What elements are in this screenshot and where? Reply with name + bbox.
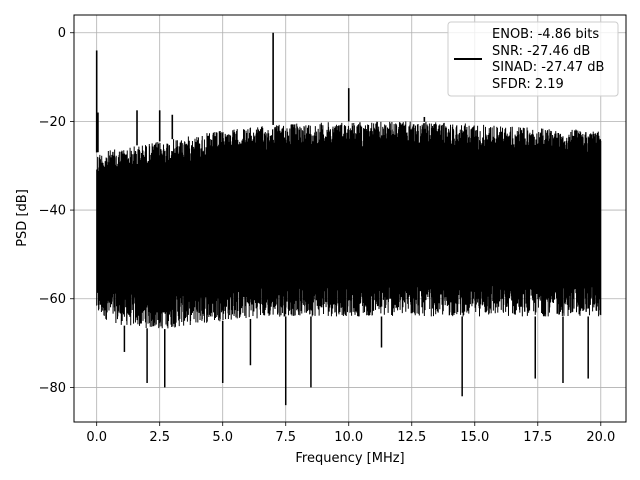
y-axis-label: PSD [dB]	[15, 189, 30, 247]
psd-series	[95, 32, 602, 406]
x-axis-label: Frequency [MHz]	[295, 451, 404, 466]
x-tick-label: 12.5	[397, 430, 426, 445]
legend: ENOB: -4.86 bits SNR: -27.46 dB SINAD: -…	[447, 21, 619, 97]
legend-entry-enob: ENOB: -4.86 bits	[492, 27, 599, 42]
legend-entry-sfdr: SFDR: 2.19	[492, 77, 564, 92]
x-tick-label: 2.5	[149, 430, 170, 445]
y-tick-label: −60	[39, 292, 66, 307]
x-tick-label: 10.0	[334, 430, 363, 445]
legend-entry-sinad: SINAD: -27.47 dB	[492, 60, 604, 75]
x-tick-label: 0.0	[86, 430, 107, 445]
x-tick-label: 17.5	[523, 430, 552, 445]
y-tick-label: −40	[39, 204, 66, 219]
x-tick-label: 15.0	[460, 430, 489, 445]
y-axis-ticks: 0 −20 −40 −60 −80	[39, 26, 74, 396]
plot-frame	[73, 14, 627, 423]
psd-noise-band	[96, 121, 602, 329]
x-axis-ticks: 0.0 2.5 5.0 7.5 10.0 12.5 15.0 17.5 20.0	[86, 422, 615, 445]
legend-entry-snr: SNR: -27.46 dB	[492, 44, 590, 59]
x-tick-label: 7.5	[275, 430, 296, 445]
x-tick-label: 20.0	[586, 430, 615, 445]
y-tick-label: −20	[39, 115, 66, 130]
x-tick-label: 5.0	[212, 430, 233, 445]
legend-box	[447, 21, 619, 97]
y-tick-label: −80	[39, 381, 66, 396]
y-tick-label: 0	[58, 26, 66, 41]
